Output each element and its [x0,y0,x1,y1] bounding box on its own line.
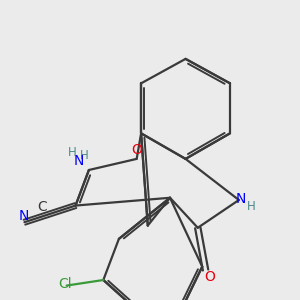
Text: N: N [19,208,29,223]
Text: O: O [131,143,142,157]
Text: N: N [73,154,84,168]
Text: O: O [205,270,215,283]
Text: Cl: Cl [58,277,72,291]
Text: H: H [80,149,88,162]
Text: C: C [38,200,47,214]
Text: H: H [68,146,76,158]
Text: N: N [235,192,246,206]
Text: H: H [247,200,256,212]
